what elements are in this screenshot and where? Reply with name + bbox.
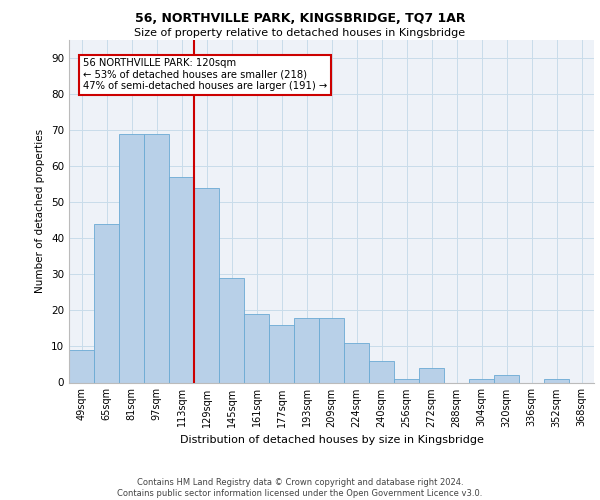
Bar bbox=[144, 134, 169, 382]
Bar bbox=[494, 376, 519, 382]
Bar bbox=[269, 325, 294, 382]
Bar bbox=[294, 318, 319, 382]
Bar bbox=[369, 361, 394, 382]
Bar bbox=[244, 314, 269, 382]
Bar bbox=[319, 318, 344, 382]
Text: 56, NORTHVILLE PARK, KINGSBRIDGE, TQ7 1AR: 56, NORTHVILLE PARK, KINGSBRIDGE, TQ7 1A… bbox=[135, 12, 465, 26]
Bar bbox=[219, 278, 244, 382]
X-axis label: Distribution of detached houses by size in Kingsbridge: Distribution of detached houses by size … bbox=[179, 435, 484, 445]
Bar bbox=[344, 343, 369, 382]
Bar bbox=[194, 188, 219, 382]
Text: Contains HM Land Registry data © Crown copyright and database right 2024.
Contai: Contains HM Land Registry data © Crown c… bbox=[118, 478, 482, 498]
Bar bbox=[94, 224, 119, 382]
Bar bbox=[469, 379, 494, 382]
Bar bbox=[544, 379, 569, 382]
Y-axis label: Number of detached properties: Number of detached properties bbox=[35, 129, 46, 294]
Bar bbox=[394, 379, 419, 382]
Text: 56 NORTHVILLE PARK: 120sqm
← 53% of detached houses are smaller (218)
47% of sem: 56 NORTHVILLE PARK: 120sqm ← 53% of deta… bbox=[83, 58, 327, 91]
Bar bbox=[169, 177, 194, 382]
Bar bbox=[119, 134, 144, 382]
Bar bbox=[69, 350, 94, 382]
Text: Size of property relative to detached houses in Kingsbridge: Size of property relative to detached ho… bbox=[134, 28, 466, 38]
Bar bbox=[419, 368, 444, 382]
